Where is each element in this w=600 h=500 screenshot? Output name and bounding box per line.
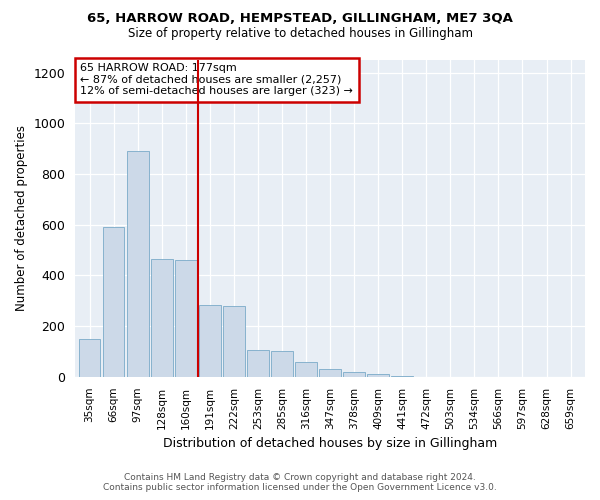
Bar (103, 228, 124, 377)
X-axis label: Distribution of detached houses by size in Gillingham: Distribution of detached houses by size … (163, 437, 497, 450)
Y-axis label: Number of detached properties: Number of detached properties (15, 126, 28, 312)
Bar (271, 352, 293, 377)
Text: 65, HARROW ROAD, HEMPSTEAD, GILLINGHAM, ME7 3QA: 65, HARROW ROAD, HEMPSTEAD, GILLINGHAM, … (87, 12, 513, 26)
Bar (175, 260, 197, 377)
Bar (247, 350, 269, 377)
Bar (127, 151, 149, 377)
Bar (319, 369, 341, 377)
Bar (343, 372, 365, 377)
Bar (295, 362, 317, 377)
Bar (151, 259, 173, 377)
Text: Contains HM Land Registry data © Crown copyright and database right 2024.
Contai: Contains HM Land Registry data © Crown c… (103, 473, 497, 492)
Text: 65 HARROW ROAD: 177sqm
← 87% of detached houses are smaller (2,257)
12% of semi-: 65 HARROW ROAD: 177sqm ← 87% of detached… (80, 63, 353, 96)
Bar (367, 374, 389, 377)
Bar (391, 376, 413, 377)
Bar (79, 339, 100, 377)
Bar (199, 304, 221, 377)
Text: Size of property relative to detached houses in Gillingham: Size of property relative to detached ho… (128, 28, 473, 40)
Bar (223, 306, 245, 377)
